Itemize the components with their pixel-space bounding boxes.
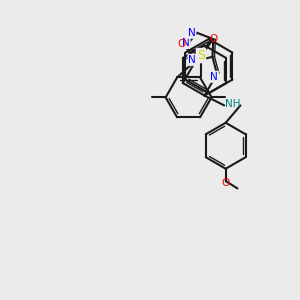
Text: N: N <box>188 28 195 38</box>
Text: N: N <box>182 38 190 48</box>
Text: NH: NH <box>225 99 241 109</box>
Text: N: N <box>210 72 218 82</box>
Text: N: N <box>188 55 196 65</box>
Text: O: O <box>222 178 230 188</box>
Text: O: O <box>209 34 218 44</box>
Text: S: S <box>197 49 205 62</box>
Text: O: O <box>177 38 185 49</box>
